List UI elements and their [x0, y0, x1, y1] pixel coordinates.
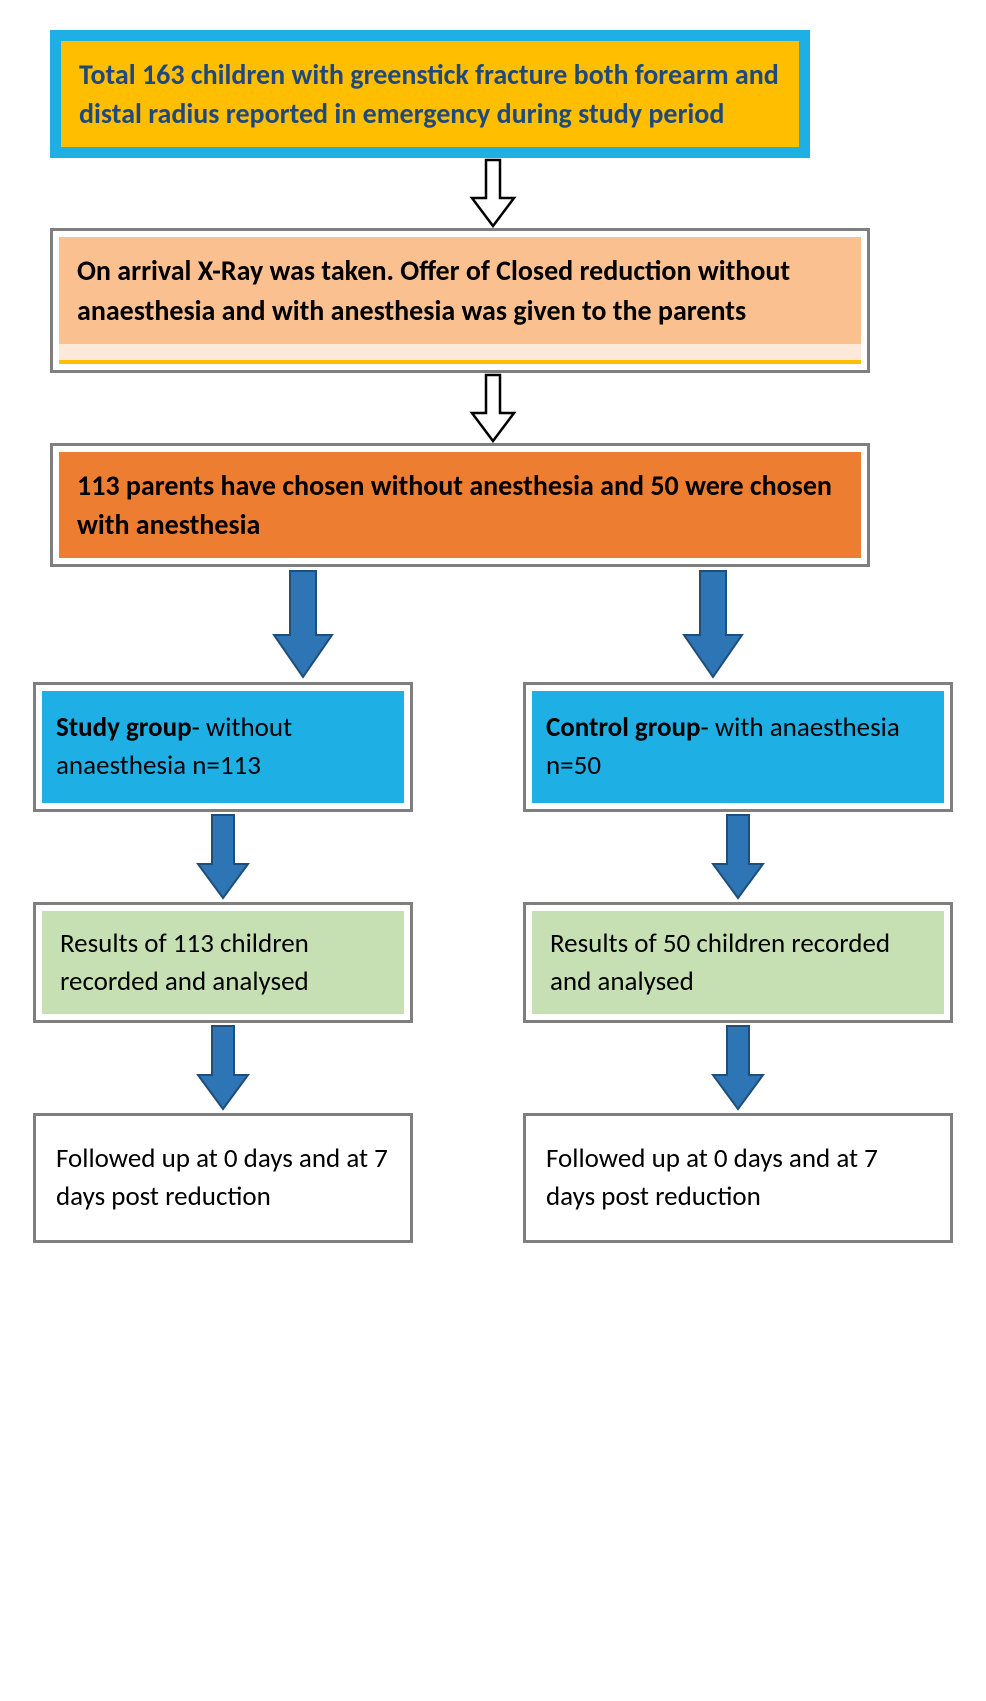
node-results-control: Results of 50 children recorded and anal… — [523, 902, 953, 1024]
node-total-children: Total 163 children with greenstick fract… — [50, 30, 810, 158]
arrow-n2-n3 — [468, 373, 518, 443]
study-group-label: Study group — [56, 711, 192, 744]
accent-band — [59, 344, 861, 364]
node-study-group-text: Study group- without anaesthesia n=113 — [42, 691, 404, 803]
arrow-n4b-n5b — [708, 812, 768, 902]
node-parents-choice-text: 113 parents have chosen without anesthes… — [59, 452, 861, 558]
node-xray-offer-text: On arrival X-Ray was taken. Offer of Clo… — [59, 237, 861, 343]
study-column: Study group- without anaesthesia n=113 R… — [33, 682, 413, 1243]
node-results-study: Results of 113 children recorded and ana… — [33, 902, 413, 1024]
down-arrow-icon — [708, 1023, 768, 1113]
down-arrow-icon — [468, 373, 518, 443]
node-followup-study-text: Followed up at 0 days and at 7 days post… — [42, 1122, 404, 1234]
arrow-n5a-n6a — [193, 1023, 253, 1113]
arrow-n5b-n6b — [708, 1023, 768, 1113]
node-followup-study: Followed up at 0 days and at 7 days post… — [33, 1113, 413, 1243]
node-xray-offer: On arrival X-Ray was taken. Offer of Clo… — [50, 228, 870, 372]
node-study-group: Study group- without anaesthesia n=113 — [33, 682, 413, 812]
flowchart-root: Total 163 children with greenstick fract… — [20, 30, 966, 1243]
node-followup-control: Followed up at 0 days and at 7 days post… — [523, 1113, 953, 1243]
node-parents-choice: 113 parents have chosen without anesthes… — [50, 443, 870, 567]
down-arrow-icon — [468, 158, 518, 228]
arrow-n4a-n5a — [193, 812, 253, 902]
node-control-group: Control group- with anaesthesia n=50 — [523, 682, 953, 812]
control-column: Control group- with anaesthesia n=50 Res… — [523, 682, 953, 1243]
node-control-group-text: Control group- with anaesthesia n=50 — [532, 691, 944, 803]
node-results-control-text: Results of 50 children recorded and anal… — [532, 911, 944, 1015]
down-arrow-icon — [193, 1023, 253, 1113]
node-followup-control-text: Followed up at 0 days and at 7 days post… — [532, 1122, 944, 1234]
down-arrow-icon — [708, 812, 768, 902]
down-arrow-icon — [193, 812, 253, 902]
down-arrow-icon — [268, 567, 338, 682]
arrow-n1-n2 — [468, 158, 518, 228]
groups-row: Study group- without anaesthesia n=113 R… — [33, 682, 953, 1243]
node-results-study-text: Results of 113 children recorded and ana… — [42, 911, 404, 1015]
control-group-label: Control group — [546, 711, 701, 744]
down-arrow-icon — [678, 567, 748, 682]
node-total-children-text: Total 163 children with greenstick fract… — [61, 41, 799, 147]
split-arrows-row — [98, 567, 918, 682]
